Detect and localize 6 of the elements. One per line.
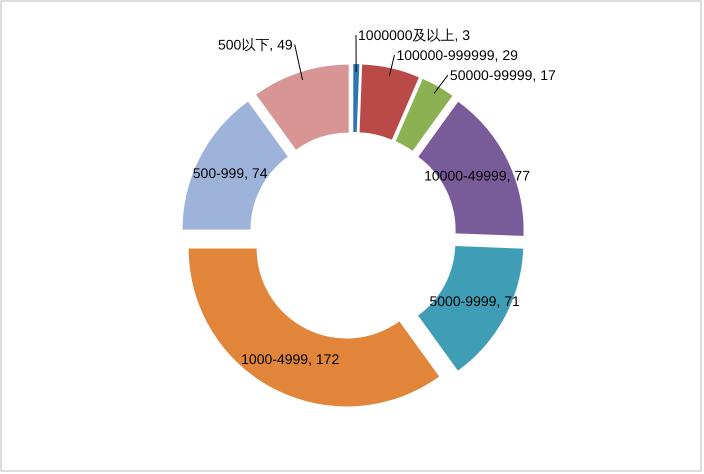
data-label: 1000000及以上, 3: [358, 27, 470, 44]
data-label: 50000-99999, 17: [450, 67, 556, 84]
data-label: 100000-999999, 29: [396, 47, 518, 64]
data-label: 500-999, 74: [192, 165, 268, 182]
data-label: 500以下, 49: [218, 36, 293, 53]
data-label: 1000-4999, 172: [241, 350, 340, 367]
